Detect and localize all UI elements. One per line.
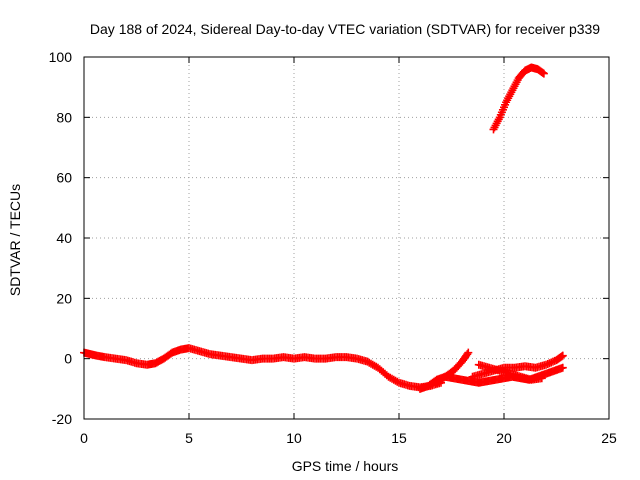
grid — [84, 57, 609, 419]
y-tick-label: 20 — [56, 290, 72, 306]
x-axis-label: GPS time / hours — [292, 458, 399, 474]
x-tick-label: 5 — [185, 430, 193, 446]
y-axis-label: SDTVAR / TECUs — [7, 184, 23, 296]
chart-title: Day 188 of 2024, Sidereal Day-to-day VTE… — [90, 21, 600, 37]
series-main-track — [80, 344, 445, 392]
data-point — [558, 351, 567, 360]
data-point — [558, 363, 567, 372]
series-rising-arc-a — [432, 348, 473, 387]
axis-ticks: 0 5 10 15 20 25 -20 0 20 40 60 80 100 — [49, 49, 617, 446]
data-point — [539, 69, 548, 78]
data-point — [537, 374, 546, 383]
series-falling-arc — [474, 360, 546, 384]
series-high-arc — [489, 63, 548, 134]
y-tick-label: -20 — [52, 411, 72, 427]
data-points — [80, 63, 567, 393]
y-tick-label: 60 — [56, 170, 72, 186]
x-tick-label: 10 — [286, 430, 302, 446]
data-point — [464, 348, 473, 357]
data-point — [393, 377, 402, 386]
x-tick-label: 25 — [601, 430, 617, 446]
x-tick-label: 0 — [80, 430, 88, 446]
x-tick-label: 20 — [496, 430, 512, 446]
data-point — [463, 350, 472, 359]
y-tick-label: 40 — [56, 230, 72, 246]
x-tick-label: 15 — [391, 430, 407, 446]
y-tick-label: 80 — [56, 109, 72, 125]
y-tick-label: 0 — [64, 351, 72, 367]
y-tick-label: 100 — [49, 49, 73, 65]
